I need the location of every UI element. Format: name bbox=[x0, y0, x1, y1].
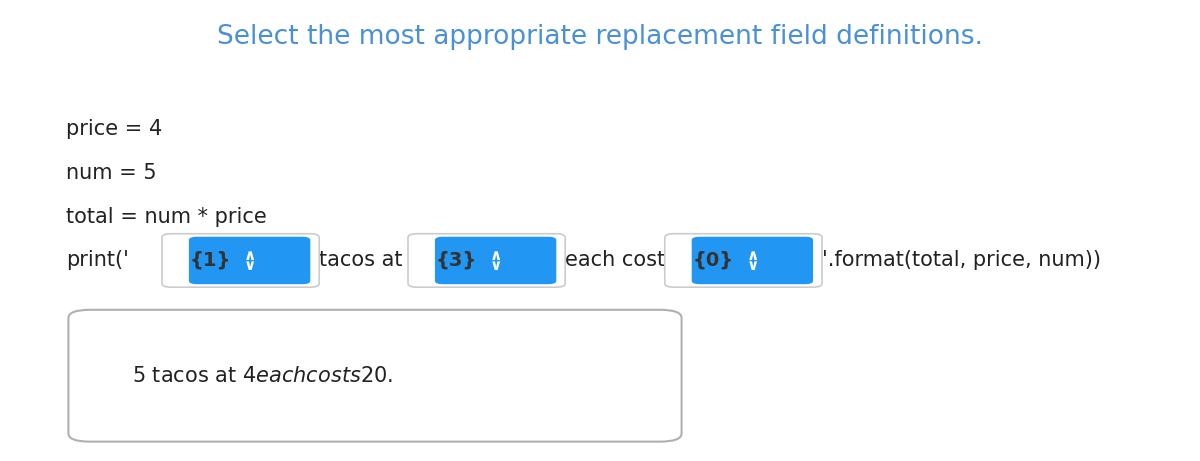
Text: {3}: {3} bbox=[436, 251, 476, 270]
Text: Select the most appropriate replacement field definitions.: Select the most appropriate replacement … bbox=[217, 24, 983, 50]
FancyBboxPatch shape bbox=[190, 237, 310, 284]
Text: ∧: ∧ bbox=[244, 248, 256, 263]
FancyBboxPatch shape bbox=[408, 234, 565, 287]
Text: ∨: ∨ bbox=[490, 258, 502, 273]
Text: '.format(total, price, num)): '.format(total, price, num)) bbox=[822, 250, 1102, 271]
Text: 5 tacos at $4 each costs $20.: 5 tacos at $4 each costs $20. bbox=[132, 366, 394, 386]
FancyBboxPatch shape bbox=[665, 234, 822, 287]
Text: price = 4: price = 4 bbox=[66, 119, 162, 139]
Text: num = 5: num = 5 bbox=[66, 163, 157, 183]
Text: ∨: ∨ bbox=[746, 258, 758, 273]
Text: ∨: ∨ bbox=[244, 258, 256, 273]
Text: {0}: {0} bbox=[692, 251, 733, 270]
FancyBboxPatch shape bbox=[162, 234, 319, 287]
FancyBboxPatch shape bbox=[692, 237, 812, 284]
Text: print(': print(' bbox=[66, 250, 128, 271]
Text: {1}: {1} bbox=[190, 251, 230, 270]
Text: total = num * price: total = num * price bbox=[66, 207, 266, 227]
Text: ∧: ∧ bbox=[746, 248, 758, 263]
Text: ∧: ∧ bbox=[490, 248, 502, 263]
Text: each costs $: each costs $ bbox=[565, 250, 696, 271]
FancyBboxPatch shape bbox=[68, 310, 682, 442]
Text: tacos at $: tacos at $ bbox=[319, 250, 422, 271]
FancyBboxPatch shape bbox=[436, 237, 556, 284]
